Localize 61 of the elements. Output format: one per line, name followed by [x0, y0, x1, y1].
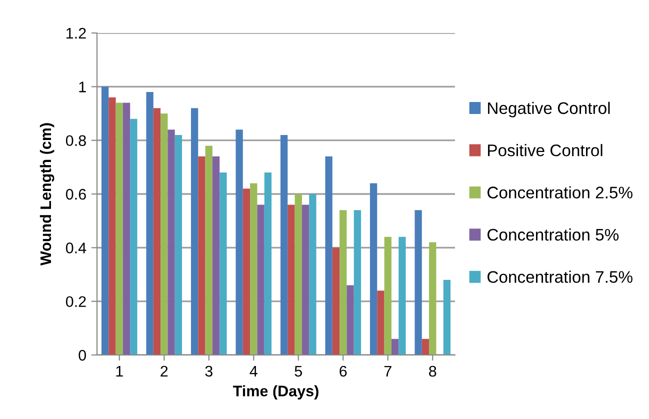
bar — [153, 108, 161, 355]
y-tick-label: 1.2 — [66, 28, 86, 39]
legend-label: Negative Control — [488, 102, 610, 118]
y-tick-label: 1 — [79, 82, 86, 92]
bar — [332, 248, 340, 355]
bar — [108, 97, 116, 355]
bar — [205, 146, 212, 355]
bar — [354, 210, 362, 355]
x-tick-label: 4 — [250, 366, 258, 376]
y-tick-label: 0.8 — [66, 135, 86, 146]
bar — [302, 204, 310, 355]
bar — [190, 108, 198, 355]
bar — [294, 194, 302, 355]
legend-label: Concentration 5% — [488, 228, 619, 241]
y-tick-label: 0 — [78, 350, 86, 361]
bar — [398, 236, 406, 355]
x-tick-label: 8 — [429, 366, 436, 377]
bar — [250, 183, 258, 355]
bar — [384, 236, 392, 355]
x-tick-label: 1 — [116, 366, 123, 376]
x-tick-label: 5 — [294, 366, 302, 377]
bar — [288, 204, 295, 355]
bar — [212, 156, 220, 355]
bar — [377, 290, 384, 355]
x-tick-label: 6 — [340, 366, 347, 377]
bar — [242, 188, 250, 355]
bar — [236, 130, 243, 355]
x-tick-label: 2 — [160, 366, 168, 376]
x-tick-label: 3 — [205, 366, 212, 377]
y-tick-label: 0.4 — [66, 242, 86, 254]
bar — [198, 156, 206, 355]
legend-label: Concentration 2.5% — [488, 186, 632, 198]
bar — [168, 130, 175, 355]
bar — [429, 242, 436, 355]
bar — [160, 114, 168, 355]
legend-label: Concentration 7.5% — [488, 270, 632, 283]
bar — [340, 210, 347, 355]
x-tick-label: 7 — [384, 366, 392, 376]
bar — [257, 204, 264, 355]
bar — [220, 172, 227, 355]
bar — [391, 338, 399, 355]
bar — [101, 86, 109, 355]
y-tick-label: 0.6 — [66, 188, 86, 200]
bar — [280, 134, 288, 355]
legend-label: Positive Control — [488, 144, 602, 156]
y-tick-label: 0.2 — [66, 296, 86, 308]
x-axis-title: Time (Days) — [233, 385, 318, 400]
bar — [325, 156, 332, 355]
bar — [443, 280, 451, 355]
bar — [422, 338, 430, 355]
bar — [174, 134, 182, 355]
bar — [370, 183, 378, 355]
bar — [122, 102, 130, 355]
bar — [414, 210, 422, 355]
bar — [309, 194, 316, 355]
bar — [264, 172, 272, 355]
bar — [116, 102, 123, 355]
y-axis-title: Wound Length (cm) — [40, 123, 54, 266]
bar — [130, 118, 138, 355]
bar — [346, 285, 354, 355]
bar — [146, 92, 154, 355]
